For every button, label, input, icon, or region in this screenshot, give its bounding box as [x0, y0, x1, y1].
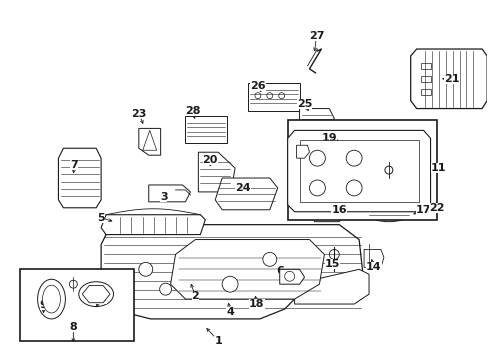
Polygon shape — [59, 148, 101, 208]
Bar — [247, 83, 299, 111]
Polygon shape — [294, 269, 368, 304]
Polygon shape — [299, 109, 334, 125]
Circle shape — [222, 276, 238, 292]
Polygon shape — [101, 225, 364, 319]
Text: 8: 8 — [69, 322, 77, 332]
Bar — [20, 269, 134, 341]
Bar — [416, 158, 434, 174]
Text: 4: 4 — [226, 307, 234, 317]
Polygon shape — [101, 215, 205, 235]
Polygon shape — [314, 210, 344, 222]
Bar — [419, 197, 431, 205]
Circle shape — [266, 93, 272, 99]
Bar — [185, 116, 226, 143]
Text: 11: 11 — [430, 163, 446, 173]
Text: 19: 19 — [321, 133, 336, 143]
Circle shape — [284, 271, 294, 281]
Bar — [420, 89, 429, 95]
Text: 16: 16 — [331, 205, 346, 215]
Text: 7: 7 — [70, 160, 78, 170]
Text: 2: 2 — [191, 291, 199, 301]
Circle shape — [346, 150, 361, 166]
Circle shape — [254, 93, 260, 99]
Ellipse shape — [42, 285, 61, 313]
Circle shape — [309, 180, 325, 196]
Bar — [328, 260, 339, 267]
Text: 3: 3 — [160, 192, 167, 202]
Text: 20: 20 — [202, 155, 218, 165]
Text: 18: 18 — [249, 299, 264, 309]
Polygon shape — [170, 239, 324, 299]
Circle shape — [278, 93, 284, 99]
Polygon shape — [279, 269, 304, 284]
Bar — [420, 63, 429, 69]
Bar — [287, 121, 436, 220]
Polygon shape — [364, 249, 383, 267]
Text: 24: 24 — [235, 183, 250, 193]
Bar — [339, 133, 356, 145]
Text: 10: 10 — [91, 294, 106, 304]
Circle shape — [69, 280, 77, 288]
Text: 5: 5 — [97, 213, 105, 223]
Text: 23: 23 — [131, 108, 146, 118]
Ellipse shape — [368, 208, 408, 222]
Polygon shape — [139, 129, 161, 155]
Text: 9: 9 — [40, 300, 47, 310]
Bar — [420, 76, 429, 82]
Text: 21: 21 — [443, 74, 458, 84]
Polygon shape — [148, 185, 190, 202]
Text: 28: 28 — [184, 105, 200, 116]
Text: 17: 17 — [415, 205, 430, 215]
Polygon shape — [82, 285, 110, 303]
Ellipse shape — [38, 279, 65, 319]
Polygon shape — [296, 145, 309, 158]
Text: 15: 15 — [324, 259, 339, 269]
Circle shape — [323, 212, 331, 220]
Polygon shape — [410, 49, 486, 109]
Ellipse shape — [79, 282, 113, 306]
Text: 12: 12 — [356, 143, 371, 153]
Circle shape — [139, 262, 152, 276]
Polygon shape — [215, 178, 277, 210]
Circle shape — [160, 283, 171, 295]
Text: 27: 27 — [308, 31, 324, 41]
Bar — [419, 161, 431, 171]
Circle shape — [383, 210, 393, 220]
Circle shape — [384, 166, 392, 174]
Circle shape — [309, 150, 325, 166]
Text: 26: 26 — [249, 81, 265, 91]
Text: 1: 1 — [214, 336, 222, 346]
Circle shape — [346, 180, 361, 196]
Text: 22: 22 — [428, 203, 444, 213]
Text: 14: 14 — [366, 262, 381, 272]
Polygon shape — [198, 152, 235, 192]
Circle shape — [328, 249, 339, 260]
Circle shape — [263, 252, 276, 266]
Bar — [416, 195, 434, 207]
Bar — [299, 140, 418, 202]
Text: 25: 25 — [296, 99, 311, 109]
Text: 6: 6 — [275, 266, 283, 276]
Text: 13: 13 — [306, 147, 322, 157]
Polygon shape — [287, 130, 429, 212]
